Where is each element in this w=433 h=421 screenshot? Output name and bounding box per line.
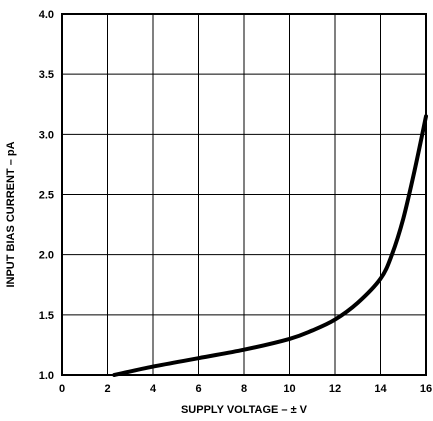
x-tick-label: 12 <box>329 383 341 395</box>
y-tick-label: 1.5 <box>39 310 54 322</box>
series-line <box>112 114 428 377</box>
y-tick-label: 2.5 <box>39 190 54 202</box>
x-tick-label: 2 <box>104 383 110 395</box>
y-axis-label: INPUT BIAS CURRENT – pA <box>5 141 17 287</box>
x-tick-label: 16 <box>420 383 432 395</box>
y-tick-label: 2.0 <box>39 250 54 262</box>
y-tick-label: 3.0 <box>39 129 54 141</box>
x-tick-label: 14 <box>374 383 387 395</box>
x-tick-label: 8 <box>241 383 247 395</box>
y-tick-labels: 1.0 1.5 2.0 2.5 3.0 3.5 4.0 <box>39 9 54 382</box>
y-tick-label: 1.0 <box>39 370 54 382</box>
x-tick-label: 6 <box>195 383 201 395</box>
x-tick-label: 4 <box>150 383 157 395</box>
x-axis-label: SUPPLY VOLTAGE – ± V <box>181 404 308 416</box>
grid <box>61 13 427 376</box>
x-tick-label: 10 <box>283 383 295 395</box>
plot-frame <box>61 13 427 376</box>
y-tick-label: 3.5 <box>39 69 54 81</box>
x-tick-labels: 0 2 4 6 8 10 12 14 16 <box>59 383 432 395</box>
y-tick-label: 4.0 <box>39 9 54 21</box>
x-tick-label: 0 <box>59 383 65 395</box>
